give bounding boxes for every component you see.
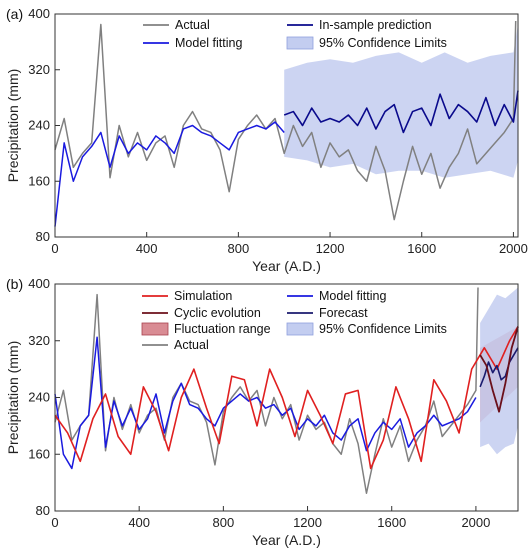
y-tick-label: 80 bbox=[36, 503, 50, 518]
band-95-confidence-limits bbox=[284, 24, 518, 178]
y-axis-label: Precipitation (mm) bbox=[5, 69, 21, 183]
x-tick-label: 1200 bbox=[316, 241, 345, 256]
x-axis-label: Year (A.D.) bbox=[252, 532, 321, 548]
legend-item-95-confidence-limits: 95% Confidence Limits bbox=[286, 36, 447, 50]
y-tick-label: 240 bbox=[28, 118, 50, 133]
legend-label: 95% Confidence Limits bbox=[319, 322, 447, 336]
x-tick-label: 800 bbox=[213, 515, 235, 530]
legend-item-actual: Actual bbox=[142, 338, 209, 352]
x-tick-label: 0 bbox=[51, 241, 58, 256]
legend-item-model-fitting: Model fitting bbox=[143, 36, 242, 50]
x-tick-label: 400 bbox=[128, 515, 150, 530]
legend-swatch bbox=[141, 322, 169, 336]
x-tick-label: 800 bbox=[228, 241, 250, 256]
legend-label: Model fitting bbox=[175, 36, 242, 50]
panel-label: (a) bbox=[6, 6, 23, 22]
legend-swatch bbox=[286, 36, 314, 50]
x-tick-label: 2000 bbox=[461, 515, 490, 530]
line-in-sample-prediction bbox=[283, 90, 519, 134]
line-actual bbox=[54, 20, 517, 221]
y-axis-label: Precipitation (mm) bbox=[5, 341, 21, 455]
y-tick-label: 80 bbox=[36, 229, 50, 244]
legend-swatch bbox=[286, 322, 314, 336]
legend-item-actual: Actual bbox=[143, 18, 210, 32]
legend-label: Actual bbox=[175, 18, 210, 32]
legend-item-cyclic-evolution: Cyclic evolution bbox=[142, 306, 261, 320]
x-tick-label: 1600 bbox=[407, 241, 436, 256]
x-axis-label: Year (A.D.) bbox=[252, 258, 321, 274]
y-tick-label: 400 bbox=[28, 6, 50, 21]
y-tick-label: 160 bbox=[28, 173, 50, 188]
legend-label: In-sample prediction bbox=[319, 18, 432, 32]
legend-item-fluctuation-range: Fluctuation range bbox=[141, 322, 271, 336]
legend-item-simulation: Simulation bbox=[142, 289, 232, 303]
y-tick-label: 240 bbox=[28, 390, 50, 405]
legend-label: Simulation bbox=[174, 289, 232, 303]
y-tick-label: 320 bbox=[28, 62, 50, 77]
x-tick-label: 0 bbox=[51, 515, 58, 530]
x-tick-label: 1600 bbox=[377, 515, 406, 530]
legend-label: Model fitting bbox=[319, 289, 386, 303]
legend-label: Actual bbox=[174, 338, 209, 352]
line-actual bbox=[54, 287, 479, 495]
panel-label: (b) bbox=[6, 276, 23, 292]
legend-item-forecast: Forecast bbox=[287, 306, 368, 320]
panel-a-panel: 0 400 800 1200 1600 2000 80 160 240 320 400 Year (A… bbox=[5, 6, 528, 274]
y-tick-label: 160 bbox=[28, 446, 50, 461]
line-model-fitting bbox=[54, 121, 285, 227]
legend-item-model-fitting: Model fitting bbox=[287, 289, 386, 303]
line-simulation bbox=[54, 326, 519, 470]
y-tick-label: 320 bbox=[28, 333, 50, 348]
legend-label: 95% Confidence Limits bbox=[319, 36, 447, 50]
y-tick-label: 400 bbox=[28, 276, 50, 291]
line-model-fitting bbox=[54, 336, 477, 470]
x-tick-label: 2000 bbox=[499, 241, 528, 256]
plot-frame bbox=[54, 283, 519, 512]
legend-label: Forecast bbox=[319, 306, 368, 320]
legend-item-in-sample-prediction: In-sample prediction bbox=[287, 18, 432, 32]
x-tick-label: 400 bbox=[136, 241, 158, 256]
legend-label: Cyclic evolution bbox=[174, 306, 261, 320]
legend-item-95-confidence-limits: 95% Confidence Limits bbox=[286, 322, 447, 336]
panel-b-panel: 0 400 800 1200 1600 2000 80 160 240 320 400 Year (A… bbox=[5, 276, 519, 548]
legend-label: Fluctuation range bbox=[174, 322, 271, 336]
x-tick-label: 1200 bbox=[293, 515, 322, 530]
line-cyclic-evolution bbox=[479, 326, 519, 413]
